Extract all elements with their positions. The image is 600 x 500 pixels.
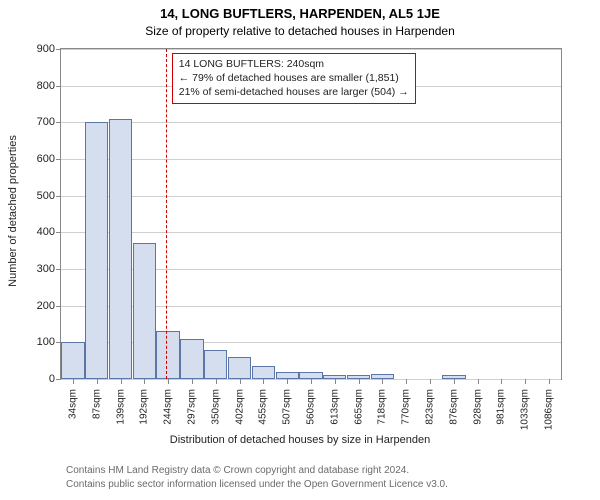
gridline bbox=[61, 122, 561, 123]
x-tick-label: 876sqm bbox=[448, 385, 459, 425]
reference-line bbox=[166, 49, 167, 379]
gridline bbox=[61, 159, 561, 160]
histogram-bar bbox=[85, 122, 108, 379]
histogram-bar bbox=[228, 357, 251, 379]
y-axis-label: Number of detached properties bbox=[7, 111, 19, 311]
x-tick-label: 823sqm bbox=[425, 385, 436, 425]
histogram-bar bbox=[61, 342, 84, 379]
annotation-box: 14 LONG BUFTLERS: 240sqm ← 79% of detach… bbox=[172, 53, 416, 104]
x-tick-label: 665sqm bbox=[353, 385, 364, 425]
histogram-bar bbox=[109, 119, 132, 379]
x-tick-label: 928sqm bbox=[472, 385, 483, 425]
x-tick-label: 1086sqm bbox=[544, 385, 555, 430]
histogram-bar bbox=[276, 372, 299, 379]
gridline bbox=[61, 232, 561, 233]
footer-line1: Contains HM Land Registry data © Crown c… bbox=[66, 464, 448, 478]
x-tick-label: 507sqm bbox=[282, 385, 293, 425]
x-tick-label: 613sqm bbox=[329, 385, 340, 425]
histogram-bar bbox=[156, 331, 179, 379]
x-tick-label: 87sqm bbox=[91, 385, 102, 419]
chart-title-line1: 14, LONG BUFTLERS, HARPENDEN, AL5 1JE bbox=[0, 6, 600, 21]
x-axis-label: Distribution of detached houses by size … bbox=[0, 434, 600, 446]
annotation-line2: ← 79% of detached houses are smaller (1,… bbox=[179, 71, 409, 85]
x-tick-label: 34sqm bbox=[67, 385, 78, 419]
histogram-bar bbox=[204, 350, 227, 379]
x-tick-label: 1033sqm bbox=[520, 385, 531, 430]
x-tick-label: 455sqm bbox=[258, 385, 269, 425]
annotation-line1: 14 LONG BUFTLERS: 240sqm bbox=[179, 57, 409, 71]
gridline bbox=[61, 49, 561, 50]
x-tick-label: 350sqm bbox=[210, 385, 221, 425]
x-tick-label: 244sqm bbox=[163, 385, 174, 425]
x-tick-label: 139sqm bbox=[115, 385, 126, 425]
x-tick-label: 192sqm bbox=[139, 385, 150, 425]
histogram-bar bbox=[180, 339, 203, 379]
x-tick-label: 718sqm bbox=[377, 385, 388, 425]
x-tick-label: 560sqm bbox=[306, 385, 317, 425]
gridline bbox=[61, 196, 561, 197]
x-tick-label: 297sqm bbox=[186, 385, 197, 425]
plot-area: 010020030040050060070080090034sqm87sqm13… bbox=[60, 48, 562, 380]
histogram-bar bbox=[133, 243, 156, 379]
histogram-bar bbox=[299, 372, 322, 379]
histogram-bar bbox=[252, 366, 275, 379]
x-tick-label: 770sqm bbox=[401, 385, 412, 425]
x-tick-label: 402sqm bbox=[234, 385, 245, 425]
footer-attribution: Contains HM Land Registry data © Crown c… bbox=[66, 464, 448, 491]
x-tick-label: 981sqm bbox=[496, 385, 507, 425]
annotation-line3: 21% of semi-detached houses are larger (… bbox=[179, 85, 409, 99]
footer-line2: Contains public sector information licen… bbox=[66, 478, 448, 492]
chart-title-line2: Size of property relative to detached ho… bbox=[0, 24, 600, 38]
